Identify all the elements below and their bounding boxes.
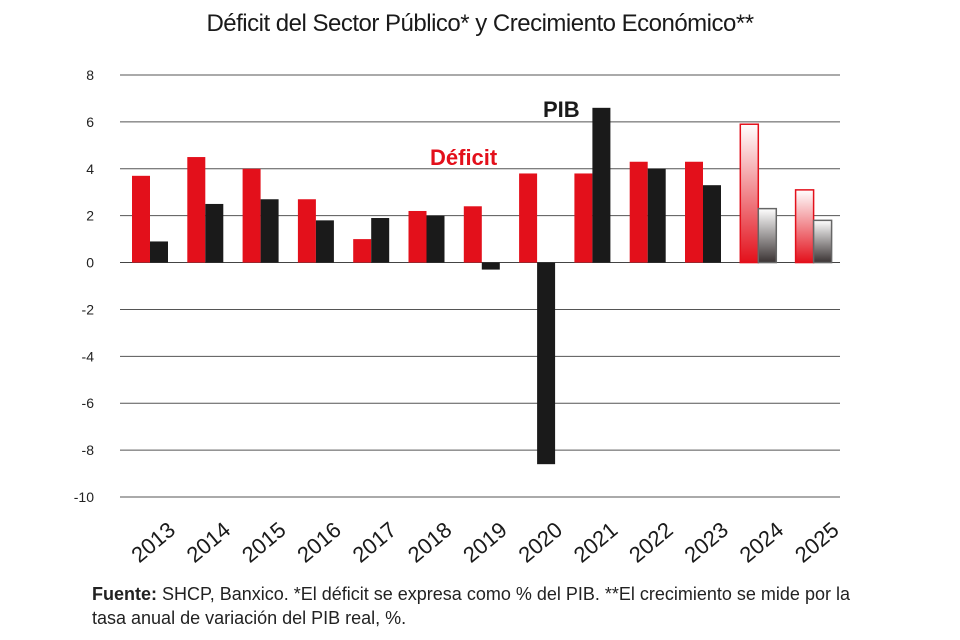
deficit-bar-2021 bbox=[574, 173, 593, 263]
x-tick-label: 2019 bbox=[458, 517, 512, 568]
deficit-bar-2020 bbox=[519, 173, 538, 263]
pib-bar-2019 bbox=[481, 262, 500, 270]
x-tick-label: 2025 bbox=[790, 517, 844, 568]
x-tick-label: 2014 bbox=[182, 517, 236, 568]
pib-bar-2014 bbox=[205, 203, 224, 263]
pib-bar-2020 bbox=[537, 262, 556, 465]
deficit-bar-2023 bbox=[685, 161, 703, 263]
x-tick-label: 2023 bbox=[679, 517, 733, 568]
deficit-bar-2018 bbox=[408, 210, 427, 263]
x-tick-label: 2022 bbox=[624, 517, 678, 568]
x-tick-label: 2024 bbox=[735, 517, 789, 568]
x-tick-label: 2017 bbox=[348, 517, 402, 568]
deficit-bar-2014 bbox=[187, 157, 206, 263]
deficit-bar-2024 bbox=[739, 123, 760, 264]
deficit-bar-2025 bbox=[794, 189, 815, 264]
x-tick-label: 2015 bbox=[237, 517, 291, 568]
y-tick-label: 8 bbox=[86, 67, 94, 83]
pib-bar-2013 bbox=[150, 241, 168, 263]
pib-bar-2024 bbox=[757, 207, 778, 264]
deficit-bar-2015 bbox=[242, 168, 261, 263]
pib-bar-2022 bbox=[647, 168, 666, 263]
pib-bar-2025 bbox=[812, 219, 833, 264]
source-text: SHCP, Banxico. *El déficit se expresa co… bbox=[92, 584, 850, 628]
series-label-deficit: Déficit bbox=[430, 145, 498, 170]
pib-bar-2015 bbox=[260, 199, 279, 263]
x-tick-label: 2020 bbox=[513, 517, 567, 568]
deficit-bar-2022 bbox=[629, 161, 648, 263]
y-tick-label: -8 bbox=[82, 442, 95, 458]
source-note: Fuente: SHCP, Banxico. *El déficit se ex… bbox=[92, 582, 852, 630]
x-tick-label: 2021 bbox=[569, 517, 623, 568]
deficit-bar-2013 bbox=[132, 175, 150, 263]
pib-bar-2016 bbox=[315, 220, 334, 263]
pib-bar-2021 bbox=[592, 107, 611, 263]
chart-title: Déficit del Sector Público* y Crecimient… bbox=[206, 10, 754, 37]
deficit-bar-2017 bbox=[353, 239, 372, 263]
series-label-pib: PIB bbox=[543, 97, 580, 122]
x-tick-label: 2016 bbox=[292, 517, 346, 568]
y-tick-label: -4 bbox=[82, 348, 95, 364]
y-tick-label: 2 bbox=[86, 208, 94, 224]
y-tick-label: -10 bbox=[74, 489, 94, 505]
pib-bar-2018 bbox=[426, 215, 445, 263]
y-tick-label: 4 bbox=[86, 161, 94, 177]
y-tick-label: -6 bbox=[82, 395, 95, 411]
pib-bar-2023 bbox=[703, 185, 721, 263]
x-tick-label: 2018 bbox=[403, 517, 457, 568]
y-tick-label: 0 bbox=[86, 255, 94, 271]
source-label: Fuente: bbox=[92, 584, 157, 604]
deficit-bar-2016 bbox=[297, 199, 316, 263]
y-tick-label: -2 bbox=[82, 301, 95, 317]
deficit-bar-2019 bbox=[463, 206, 482, 263]
pib-bar-2017 bbox=[371, 218, 390, 263]
x-tick-label: 2013 bbox=[126, 517, 180, 568]
y-tick-label: 6 bbox=[86, 114, 94, 130]
